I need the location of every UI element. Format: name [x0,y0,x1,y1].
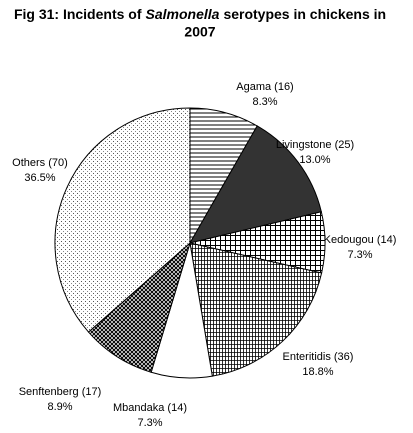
title-part: Fig 31: Incidents of [14,6,142,22]
slice-label: Enteritidis (36) [283,351,354,363]
slice-label: Agama (16) [236,81,293,93]
title-part: Salmonella [146,6,220,22]
value-label: 8.3% [252,96,277,108]
value-label: 7.3% [137,417,162,429]
value-label: 36.5% [24,172,55,184]
chart-title: Fig 31: Incidents of Salmonella serotypes … [14,6,386,22]
pie-slice [189,242,323,377]
slice-label: Mbandaka (14) [113,402,187,414]
slice-label: Livingstone (25) [276,139,354,151]
chart-title: 2007 [184,24,215,40]
slice-label: Others (70) [12,157,68,169]
pie-slice [188,125,322,244]
title-part: serotypes in chickens in [223,6,386,22]
value-label: 18.8% [302,366,333,378]
pie-slice [54,107,191,333]
slice-label: Senftenberg (17) [19,386,102,398]
value-label: 7.3% [347,249,372,261]
slice-label: Kedougou (14) [324,234,397,246]
value-label: 13.0% [299,154,330,166]
value-label: 8.9% [47,401,72,413]
